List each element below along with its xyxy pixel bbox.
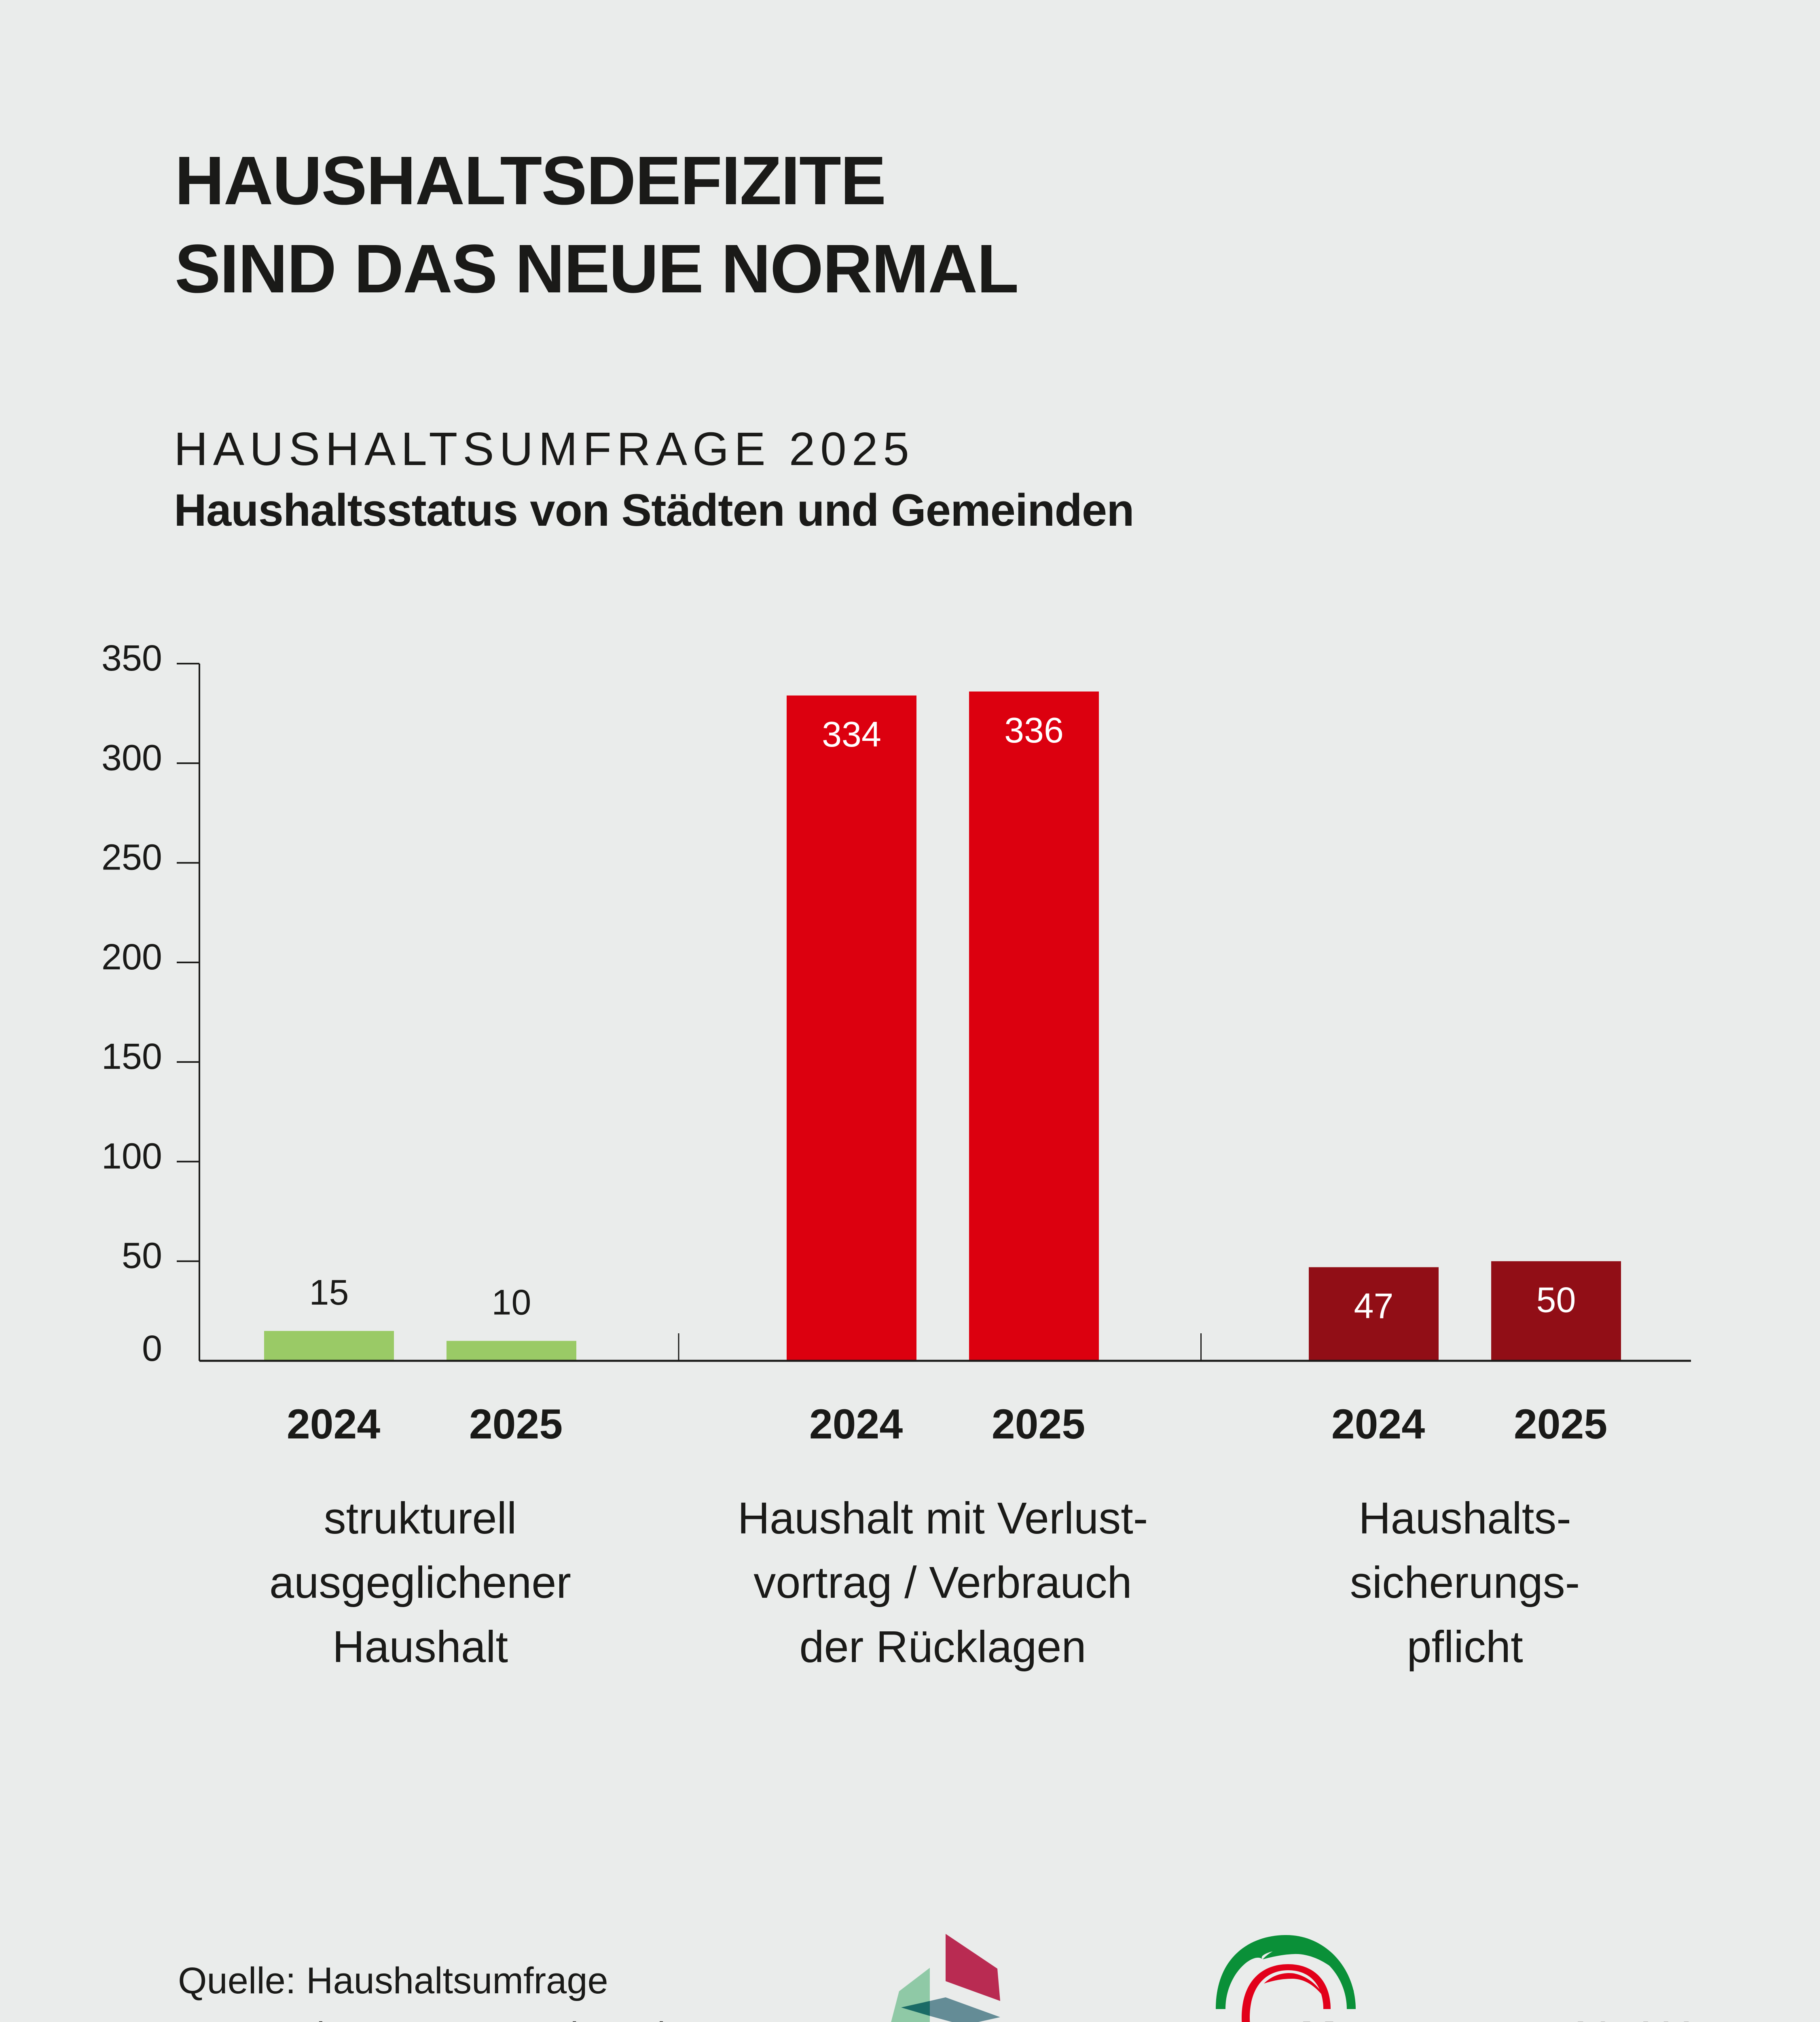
title-line-2: SIND DAS NEUE NORMAL: [175, 231, 1019, 307]
category-label-line: Haushalt: [332, 1622, 508, 1672]
y-axis: 0 50 100 150 200 250 300 350: [102, 638, 200, 1369]
bar-0-2025: [447, 1341, 576, 1361]
year-label: 2024: [1331, 1401, 1425, 1448]
category-label-line: Haushalts-: [1359, 1493, 1571, 1543]
arc-red-inner: [1264, 1973, 1326, 2000]
survey-kicker: HAUSHALTSUMFRAGE 2025: [174, 423, 914, 475]
y-tick-label: 100: [102, 1136, 162, 1176]
bar-2-2024: [1309, 1267, 1439, 1361]
y-tick-label: 0: [142, 1328, 162, 1369]
bar-value-labels: 15 10 334 336 47 50: [309, 710, 1576, 1326]
arc-green-outer: [1216, 1935, 1356, 2009]
category-label-line: sicherungs-: [1350, 1558, 1580, 1607]
arc-red-outer: [1242, 1964, 1331, 2022]
year-label: 2025: [469, 1401, 563, 1448]
category-label-budget-security: Haushalts- sicherungs- pflicht: [1202, 1486, 1728, 1679]
category-label-line: ausgeglichener: [269, 1558, 571, 1607]
chart-subtitle: Haushaltsstatus von Städten und Gemeinde…: [174, 485, 1134, 535]
category-label-structurally-balanced: strukturell ausgeglichener Haushalt: [157, 1486, 683, 1679]
bar-2-2025: [1491, 1261, 1621, 1361]
year-label: 2025: [1513, 1401, 1608, 1448]
category-label-line: pflicht: [1407, 1622, 1523, 1672]
year-label: 2025: [991, 1401, 1086, 1448]
kommunen-logo-wordmark: Kommunen.NRW: [1300, 2012, 1689, 2022]
y-tick-label: 50: [122, 1236, 162, 1276]
y-tick-label: 250: [102, 838, 162, 878]
category-label-line: der Rücklagen: [799, 1622, 1086, 1672]
bar-0-2024: [264, 1331, 394, 1361]
kommunen-wordmark-nrw: NRW: [1574, 2011, 1689, 2022]
bar-value-label: 47: [1354, 1286, 1394, 1326]
kommunen-wordmark-dot: .: [1560, 2011, 1574, 2022]
category-label-line: Haushalt mit Verlust-: [737, 1493, 1148, 1543]
y-tick-label: 300: [102, 738, 162, 778]
bar-value-label: 15: [309, 1272, 349, 1312]
y-tick-label: 200: [102, 937, 162, 977]
category-label-line: strukturell: [324, 1493, 517, 1543]
source-line: von Städtetag NRW und Städte-: [178, 2008, 756, 2022]
y-tick-label: 150: [102, 1036, 162, 1077]
category-label-loss-carryforward: Haushalt mit Verlust- vortrag / Verbrauc…: [680, 1486, 1206, 1679]
group-separators: [678, 1333, 1202, 1361]
title-line-1: HAUSHALTSDEFIZITE: [175, 142, 886, 219]
bar-value-label: 334: [822, 714, 881, 754]
logo-shape-magenta: [946, 1934, 1000, 2001]
y-tick-label: 350: [102, 638, 162, 679]
page-title: HAUSHALTSDEFIZITE SIND DAS NEUE NORMAL: [175, 137, 1019, 313]
source-note: Quelle: Haushaltsumfrage von Städtetag N…: [178, 1953, 756, 2022]
year-label: 2024: [809, 1401, 903, 1448]
source-line: Quelle: Haushaltsumfrage: [178, 1960, 608, 2001]
bar-value-label: 50: [1536, 1280, 1576, 1320]
bar-1-2024: [787, 695, 916, 1361]
year-label: 2024: [286, 1401, 381, 1448]
category-label-line: vortrag / Verbrauch: [753, 1558, 1132, 1607]
bars: [264, 691, 1621, 1361]
logo-shape-teal: [930, 1997, 1000, 2022]
logo-shape-overlap: [901, 2001, 930, 2016]
bar-1-2025: [969, 691, 1099, 1361]
bar-value-label: 10: [492, 1282, 531, 1322]
kommunen-wordmark-name: Kommunen: [1300, 2011, 1561, 2022]
arc-green-inner: [1263, 1946, 1354, 1992]
bar-value-label: 336: [1004, 710, 1064, 750]
